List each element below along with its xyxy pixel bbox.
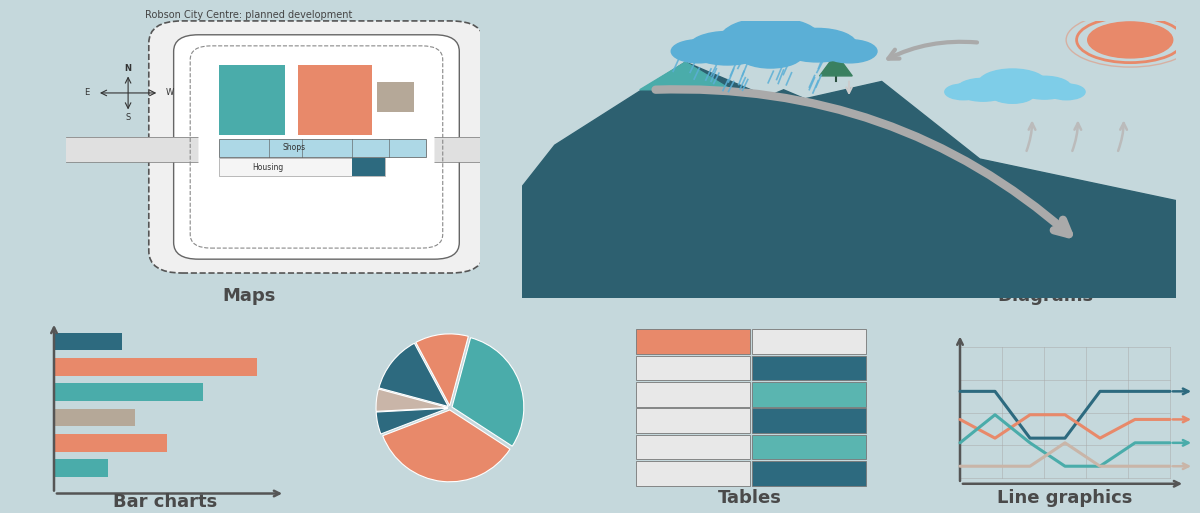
Circle shape bbox=[978, 69, 1046, 98]
Circle shape bbox=[778, 28, 857, 62]
Bar bbox=[54, 409, 134, 426]
Bar bbox=[54, 358, 257, 376]
Bar bbox=[54, 332, 121, 350]
Bar bbox=[751, 356, 865, 381]
Bar bbox=[220, 65, 286, 134]
Polygon shape bbox=[522, 62, 1176, 298]
Circle shape bbox=[1048, 84, 1085, 100]
Polygon shape bbox=[640, 62, 731, 90]
Bar bbox=[636, 329, 750, 354]
Bar bbox=[636, 461, 750, 486]
Circle shape bbox=[720, 18, 821, 61]
Text: Bar charts: Bar charts bbox=[113, 493, 217, 511]
Circle shape bbox=[990, 85, 1034, 103]
Wedge shape bbox=[416, 334, 468, 406]
Circle shape bbox=[956, 78, 1010, 101]
Bar bbox=[751, 408, 865, 433]
Circle shape bbox=[822, 40, 877, 63]
FancyBboxPatch shape bbox=[174, 35, 460, 259]
Bar bbox=[54, 460, 108, 477]
Wedge shape bbox=[379, 343, 449, 406]
Bar bbox=[377, 82, 414, 112]
Text: N: N bbox=[125, 64, 132, 72]
Circle shape bbox=[738, 41, 803, 68]
Polygon shape bbox=[751, 90, 816, 104]
Circle shape bbox=[944, 84, 982, 100]
Text: Diagrams: Diagrams bbox=[997, 287, 1093, 305]
Bar bbox=[751, 382, 865, 407]
Bar bbox=[636, 408, 750, 433]
Text: Maps: Maps bbox=[222, 287, 276, 305]
Bar bbox=[751, 435, 865, 460]
Bar bbox=[636, 356, 750, 381]
Bar bbox=[947, 201, 1176, 298]
Wedge shape bbox=[383, 410, 510, 482]
Circle shape bbox=[1018, 76, 1072, 99]
Bar bbox=[286, 65, 298, 134]
Wedge shape bbox=[376, 408, 448, 434]
Bar bbox=[66, 137, 480, 162]
Bar bbox=[636, 435, 750, 460]
Bar bbox=[298, 65, 372, 134]
Polygon shape bbox=[820, 54, 852, 76]
Text: E: E bbox=[84, 88, 89, 97]
FancyBboxPatch shape bbox=[198, 51, 434, 240]
Text: Line graphics: Line graphics bbox=[997, 489, 1133, 507]
Bar bbox=[220, 139, 426, 156]
Bar bbox=[751, 329, 865, 354]
FancyBboxPatch shape bbox=[149, 21, 484, 273]
Wedge shape bbox=[376, 389, 448, 411]
Wedge shape bbox=[452, 338, 524, 446]
Text: Robson City Centre: planned development: Robson City Centre: planned development bbox=[145, 10, 353, 19]
Bar bbox=[54, 383, 203, 401]
Bar bbox=[220, 158, 385, 176]
Bar bbox=[352, 158, 385, 176]
Bar bbox=[636, 382, 750, 407]
Circle shape bbox=[688, 31, 767, 65]
Bar bbox=[54, 434, 168, 451]
Text: W: W bbox=[166, 88, 174, 97]
Text: Tables: Tables bbox=[718, 489, 782, 507]
Text: Shops: Shops bbox=[282, 143, 305, 152]
Circle shape bbox=[671, 40, 726, 63]
Bar bbox=[751, 461, 865, 486]
Text: Housing: Housing bbox=[252, 163, 283, 172]
Text: S: S bbox=[126, 113, 131, 123]
Circle shape bbox=[1087, 22, 1172, 58]
